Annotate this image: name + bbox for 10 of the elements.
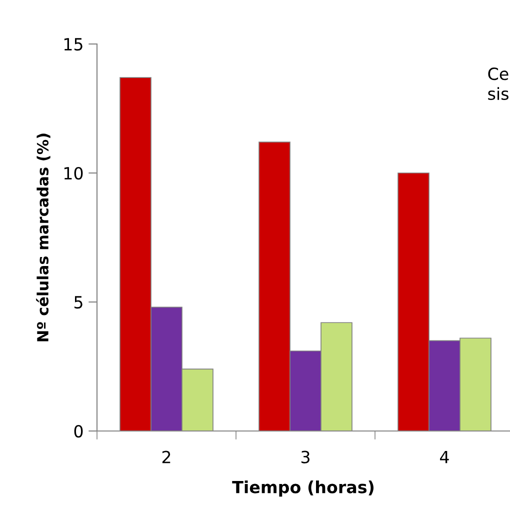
annotation: Ce sis xyxy=(488,68,508,100)
x-tick-label: 3 xyxy=(301,450,310,464)
y-tick-label: 0 xyxy=(74,424,83,438)
y-tick-label: 5 xyxy=(74,296,82,309)
y-axis-title: Nº células marcadas (%) xyxy=(36,134,50,342)
x-tick-label: 2 xyxy=(162,450,170,464)
x-tick-label: 4 xyxy=(440,450,449,464)
y-tick-label: 10 xyxy=(64,166,83,180)
x-axis-title: Tiempo (horas) xyxy=(232,480,374,497)
y-tick-label: 15 xyxy=(64,38,82,51)
